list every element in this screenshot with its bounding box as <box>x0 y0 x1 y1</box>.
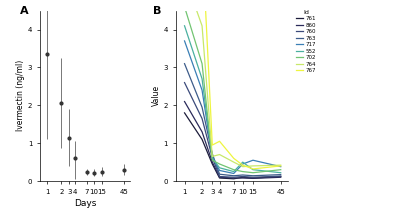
702 <box>210 159 215 161</box>
860 <box>231 177 236 179</box>
767 <box>250 168 255 170</box>
760 <box>231 176 236 178</box>
761 <box>250 177 255 179</box>
760 <box>200 117 204 120</box>
Line: 860: 860 <box>184 102 281 178</box>
702 <box>182 6 187 8</box>
Line: 760: 760 <box>184 83 281 177</box>
717 <box>200 89 204 91</box>
Y-axis label: Ivermectin (ng/ml): Ivermectin (ng/ml) <box>16 60 25 131</box>
Line: 717: 717 <box>184 41 281 173</box>
Text: B: B <box>153 6 162 16</box>
552 <box>200 78 204 80</box>
552 <box>210 157 215 160</box>
717 <box>250 159 255 161</box>
767 <box>278 165 283 167</box>
761 <box>210 163 215 165</box>
764 <box>217 153 222 156</box>
860 <box>240 177 245 179</box>
761 <box>231 177 236 180</box>
763 <box>182 62 187 65</box>
Legend: 761, 860, 760, 763, 717, 552, 702, 764, 767: 761, 860, 760, 763, 717, 552, 702, 764, … <box>296 10 316 73</box>
860 <box>217 176 222 178</box>
552 <box>278 171 283 174</box>
763 <box>240 174 245 176</box>
860 <box>200 131 204 133</box>
552 <box>182 24 187 27</box>
764 <box>210 155 215 158</box>
717 <box>217 169 222 172</box>
552 <box>231 170 236 173</box>
552 <box>240 161 245 163</box>
764 <box>278 164 283 166</box>
860 <box>278 176 283 178</box>
702 <box>250 171 255 174</box>
717 <box>231 172 236 175</box>
763 <box>278 173 283 176</box>
767 <box>210 144 215 146</box>
763 <box>200 106 204 108</box>
552 <box>217 167 222 169</box>
Line: 702: 702 <box>184 7 281 173</box>
Line: 763: 763 <box>184 64 281 176</box>
717 <box>278 165 283 168</box>
860 <box>210 161 215 163</box>
761 <box>240 176 245 178</box>
860 <box>182 100 187 103</box>
760 <box>210 156 215 159</box>
Line: 552: 552 <box>184 26 281 173</box>
760 <box>250 176 255 178</box>
760 <box>240 175 245 178</box>
860 <box>250 177 255 180</box>
764 <box>250 165 255 167</box>
Line: 764: 764 <box>184 0 281 167</box>
702 <box>217 163 222 165</box>
Line: 767: 767 <box>184 0 281 169</box>
764 <box>231 161 236 163</box>
Text: A: A <box>20 6 29 16</box>
Line: 761: 761 <box>184 113 281 179</box>
X-axis label: Days: Days <box>74 199 96 208</box>
702 <box>240 170 245 173</box>
702 <box>231 168 236 171</box>
761 <box>182 112 187 114</box>
702 <box>200 62 204 65</box>
763 <box>250 174 255 177</box>
552 <box>250 168 255 171</box>
764 <box>240 165 245 168</box>
767 <box>217 140 222 142</box>
Y-axis label: Value: Value <box>152 85 161 106</box>
760 <box>278 175 283 177</box>
702 <box>278 168 283 171</box>
717 <box>182 40 187 42</box>
760 <box>182 81 187 84</box>
761 <box>278 175 283 178</box>
767 <box>240 164 245 166</box>
760 <box>217 175 222 178</box>
763 <box>217 173 222 176</box>
717 <box>240 163 245 165</box>
761 <box>217 177 222 179</box>
767 <box>231 157 236 160</box>
763 <box>231 174 236 177</box>
764 <box>200 24 204 27</box>
763 <box>210 153 215 155</box>
761 <box>200 138 204 141</box>
717 <box>210 155 215 158</box>
